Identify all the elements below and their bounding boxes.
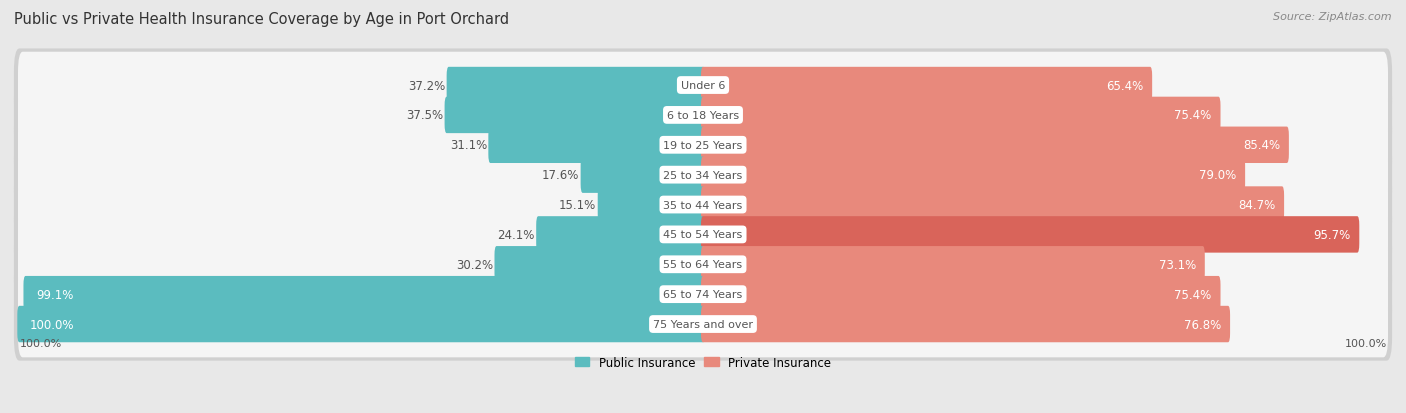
FancyBboxPatch shape — [702, 127, 1289, 164]
FancyBboxPatch shape — [14, 139, 1392, 212]
FancyBboxPatch shape — [14, 49, 1392, 122]
FancyBboxPatch shape — [18, 172, 1388, 238]
Text: 30.2%: 30.2% — [456, 258, 494, 271]
FancyBboxPatch shape — [702, 276, 1220, 313]
FancyBboxPatch shape — [14, 198, 1392, 271]
Text: 75.4%: 75.4% — [1174, 288, 1212, 301]
FancyBboxPatch shape — [702, 247, 1205, 283]
FancyBboxPatch shape — [17, 306, 704, 342]
FancyBboxPatch shape — [18, 83, 1388, 149]
FancyBboxPatch shape — [598, 187, 704, 223]
Text: 76.8%: 76.8% — [1184, 318, 1222, 331]
FancyBboxPatch shape — [14, 288, 1392, 361]
Text: 65 to 74 Years: 65 to 74 Years — [664, 290, 742, 299]
FancyBboxPatch shape — [14, 109, 1392, 182]
Text: 100.0%: 100.0% — [20, 338, 62, 348]
Text: 45 to 54 Years: 45 to 54 Years — [664, 230, 742, 240]
FancyBboxPatch shape — [18, 112, 1388, 179]
FancyBboxPatch shape — [14, 169, 1392, 242]
Text: Public vs Private Health Insurance Coverage by Age in Port Orchard: Public vs Private Health Insurance Cover… — [14, 12, 509, 27]
Text: 17.6%: 17.6% — [541, 169, 579, 182]
FancyBboxPatch shape — [702, 97, 1220, 134]
Text: 25 to 34 Years: 25 to 34 Years — [664, 170, 742, 180]
FancyBboxPatch shape — [24, 276, 704, 313]
Text: 79.0%: 79.0% — [1199, 169, 1236, 182]
Text: 6 to 18 Years: 6 to 18 Years — [666, 111, 740, 121]
Text: 75 Years and over: 75 Years and over — [652, 319, 754, 329]
Text: 65.4%: 65.4% — [1107, 79, 1143, 93]
FancyBboxPatch shape — [702, 68, 1152, 104]
Text: 35 to 44 Years: 35 to 44 Years — [664, 200, 742, 210]
Text: 75.4%: 75.4% — [1174, 109, 1212, 122]
Text: 55 to 64 Years: 55 to 64 Years — [664, 260, 742, 270]
Text: 84.7%: 84.7% — [1237, 199, 1275, 211]
FancyBboxPatch shape — [702, 217, 1360, 253]
Text: 99.1%: 99.1% — [35, 288, 73, 301]
Text: 100.0%: 100.0% — [30, 318, 75, 331]
FancyBboxPatch shape — [495, 247, 704, 283]
Text: 37.5%: 37.5% — [406, 109, 443, 122]
FancyBboxPatch shape — [444, 97, 704, 134]
FancyBboxPatch shape — [702, 187, 1284, 223]
FancyBboxPatch shape — [18, 291, 1388, 358]
FancyBboxPatch shape — [18, 202, 1388, 268]
FancyBboxPatch shape — [18, 142, 1388, 209]
Text: Source: ZipAtlas.com: Source: ZipAtlas.com — [1274, 12, 1392, 22]
Text: 37.2%: 37.2% — [408, 79, 446, 93]
Text: Under 6: Under 6 — [681, 81, 725, 91]
Legend: Public Insurance, Private Insurance: Public Insurance, Private Insurance — [571, 351, 835, 373]
Text: 24.1%: 24.1% — [498, 228, 534, 241]
Text: 31.1%: 31.1% — [450, 139, 486, 152]
FancyBboxPatch shape — [702, 157, 1246, 193]
Text: 19 to 25 Years: 19 to 25 Years — [664, 140, 742, 150]
Text: 100.0%: 100.0% — [1344, 338, 1386, 348]
FancyBboxPatch shape — [14, 79, 1392, 152]
Text: 85.4%: 85.4% — [1243, 139, 1279, 152]
FancyBboxPatch shape — [14, 258, 1392, 331]
FancyBboxPatch shape — [14, 228, 1392, 301]
FancyBboxPatch shape — [18, 52, 1388, 119]
FancyBboxPatch shape — [447, 68, 704, 104]
Text: 95.7%: 95.7% — [1313, 228, 1350, 241]
FancyBboxPatch shape — [702, 306, 1230, 342]
FancyBboxPatch shape — [581, 157, 704, 193]
Text: 15.1%: 15.1% — [560, 199, 596, 211]
FancyBboxPatch shape — [18, 261, 1388, 328]
FancyBboxPatch shape — [18, 231, 1388, 298]
Text: 73.1%: 73.1% — [1159, 258, 1197, 271]
FancyBboxPatch shape — [536, 217, 704, 253]
FancyBboxPatch shape — [488, 127, 704, 164]
